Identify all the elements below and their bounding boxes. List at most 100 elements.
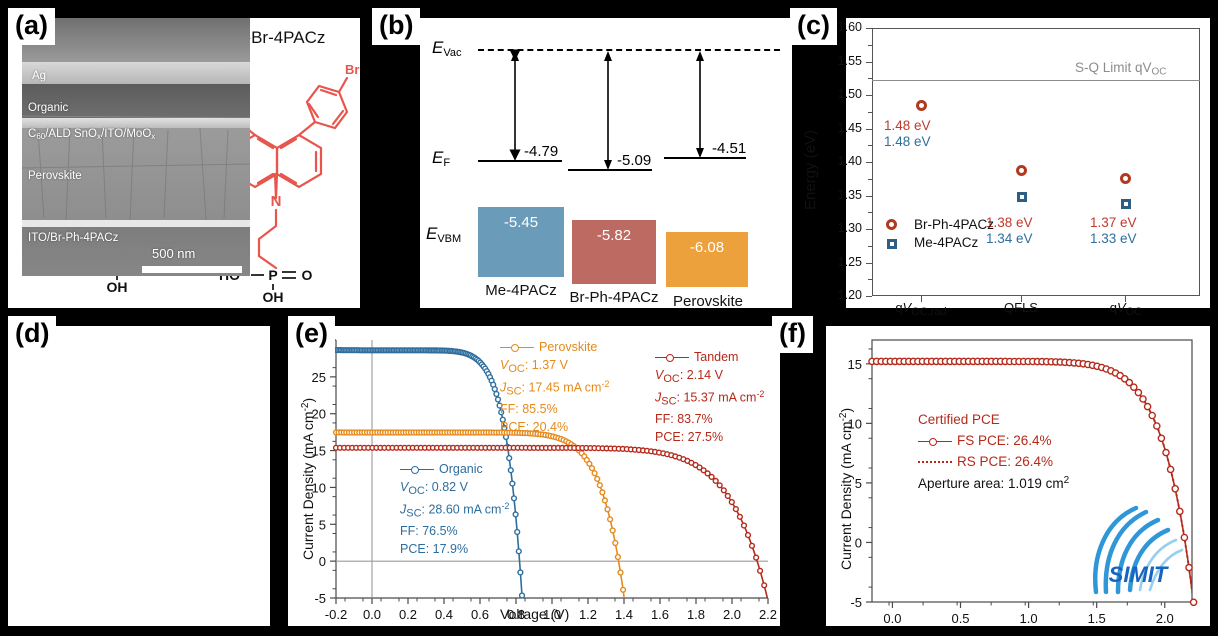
panel-c-yminor-tick [868,145,872,147]
jv-marker [601,497,609,504]
y-tick-label: 20 [312,407,326,422]
jv-marker [1185,563,1193,572]
sem-layer-label-perovskite: Perovskite [28,170,82,182]
sq-limit-label: S-Q Limit qVOC [1075,60,1167,78]
y-tick-label: 0 [319,554,326,569]
data-point-me-qvoc [1121,199,1131,209]
x-tick-label: 0.8 [507,607,525,622]
vacuum-level-line [478,49,780,51]
jv-marker [604,506,611,513]
jv-marker [757,567,764,574]
jv-marker [1166,465,1175,474]
panel-f-plate [826,326,1210,626]
jv-marker [700,467,707,474]
sem-scale-bar-label: 500 nm [152,246,196,261]
jv-marker [594,475,601,483]
x-tick-label: 1.4 [615,607,633,622]
jv-marker [1157,434,1166,443]
aperture-area-row: Aperture area: 1.019 cm2 [918,474,1070,491]
jv-marker [761,582,768,589]
jv-marker [609,527,616,534]
jv-marker [1148,411,1157,420]
legend-label-brph: Br-Ph-4PACz [914,217,995,232]
energy-label-vacuum: EVac [432,38,462,59]
svg-text:N: N [271,193,282,210]
value-label-brph-qfls: 1.38 eV [986,215,1033,230]
jv-marker [728,499,735,506]
work-function-value-perovskite: -4.51 [712,140,747,157]
simit-logo-watermark: SIMIT [1093,505,1184,595]
bromine-label-right: Br [345,62,359,77]
x-tick-label: 0.2 [399,607,417,622]
jv-marker [498,409,505,416]
svg-text:O: O [302,267,313,283]
panel-c-ytick [866,296,872,298]
jv-marker [1139,395,1147,403]
jv-marker [708,473,715,481]
data-point-brph-qvocrad [916,100,927,111]
panel-c-ytick [866,229,872,231]
y-tick-label: 25 [312,370,326,385]
jv-marker [591,470,598,477]
panel-c-xtick-1 [1021,296,1023,302]
value-label-me-qvocrad: 1.48 eV [884,134,931,149]
x-tick-label: 0.0 [363,607,381,622]
jv-marker [499,416,506,423]
x-tick-label: 0.4 [435,607,453,622]
svg-text:OH: OH [107,279,128,295]
jv-marker [736,513,744,520]
panel-d-plate [8,326,270,626]
panel-c-ytick-label: 1.20 [837,288,862,302]
fermi-level-brph4pacz [568,169,652,171]
panel-c-xlabel-qvocrad: qVOC,rad [895,300,947,318]
jv-marker [1152,422,1161,430]
panel-e-x-axis-title: Voltage (V) [500,606,570,622]
panel-e-jv-plot: -5051015202530-0.20.00.20.40.60.81.01.21… [312,333,778,622]
panel-f-jv-plot: -5 0 5 10 15 0.0 0.5 1.0 1.5 2.0 [848,339,1198,626]
panel-c-ytick-label: 1.30 [837,221,862,235]
jv-marker [1129,383,1138,392]
panel-c-xlabel-qvoc: qVOC [1109,300,1143,318]
y-tick-label: 15 [848,357,862,372]
simit-wordmark: SIMIT [1109,562,1169,587]
y-tick-label: 5 [855,476,862,491]
jv-marker [1175,507,1184,516]
jv-marker [1189,598,1198,607]
work-function-arrow-me4pacz [509,49,521,161]
panel-c-ytick [866,128,872,130]
jv-marker [704,470,711,477]
jv-marker [515,548,522,555]
vbm-value-brph4pacz: -5.82 [596,227,632,244]
sem-grain-texture [22,63,250,221]
data-point-brph-qvoc [1120,173,1131,184]
certified-rs-row: RS PCE: 26.4% [918,452,1069,473]
y-tick-label: 15 [312,444,326,459]
vbm-value-me4pacz: -5.45 [503,214,539,231]
vbm-box-me4pacz: -5.45 [478,207,564,277]
jv-marker [696,464,703,471]
y-tick-label: 5 [319,517,326,532]
jv-marker [607,516,614,523]
work-function-arrow-perovskite [696,51,704,158]
x-tick-label: 0.6 [471,607,489,622]
panel-c-ytick-label: 1.60 [837,20,862,34]
work-function-value-me4pacz: -4.79 [524,143,559,160]
certified-fs-row: FS PCE: 26.4% [918,431,1069,452]
energy-label-vbm: EVBM [426,224,462,245]
jv-marker [740,522,748,529]
legend-organic: Organic VOC: 0.82 V JSC: 28.60 mA cm-2 F… [400,462,510,557]
jv-marker [1171,484,1180,493]
jv-marker [507,467,514,474]
panel-c-ytick-label: 1.50 [837,87,862,101]
x-tick-label: 1.0 [543,607,561,622]
legend-marker-me [887,239,897,249]
jv-marker [1180,533,1189,542]
fermi-level-me4pacz [478,160,562,162]
panel-c-ytick-label: 1.55 [837,53,862,68]
panel-label-b: (b) [372,8,421,45]
legend-perovskite: Perovskite VOC: 1.37 V JSC: 17.45 mA cm-… [500,340,610,435]
y-tick-label: 10 [312,480,326,495]
panel-c-yminor-tick [868,44,872,46]
x-tick-label: -0.2 [325,607,347,622]
jv-marker [586,460,593,467]
